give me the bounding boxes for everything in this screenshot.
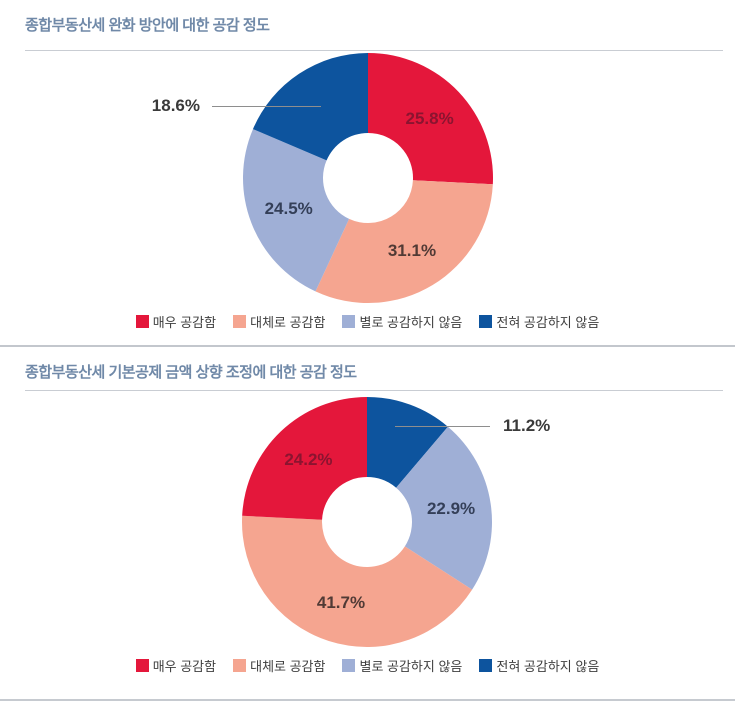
legend-item: 별로 공감하지 않음 bbox=[342, 312, 462, 331]
legend-swatch-icon bbox=[479, 659, 493, 672]
legend-swatch-icon bbox=[479, 315, 493, 328]
slice-value-label: 24.2% bbox=[284, 450, 333, 470]
donut-slice bbox=[315, 180, 493, 303]
leader-line bbox=[395, 426, 490, 427]
donut-slice bbox=[396, 426, 492, 590]
donut-slice bbox=[243, 129, 350, 292]
donut-slice bbox=[242, 515, 473, 647]
slice-value-label: 11.2% bbox=[503, 416, 551, 435]
legend-label: 매우 공감함 bbox=[152, 315, 217, 330]
chart-section-deduction-raise: 종합부동산세 기본공제 금액 상향 조정에 대한 공감 정도 11.2% 22.9… bbox=[0, 347, 735, 701]
legend-item: 매우 공감함 bbox=[135, 656, 217, 675]
legend-label: 대체로 공감함 bbox=[250, 659, 326, 674]
legend-swatch-icon bbox=[233, 659, 247, 672]
legend-swatch-icon bbox=[233, 315, 247, 328]
legend-swatch-icon bbox=[135, 659, 149, 672]
slice-value-label: 25.8% bbox=[405, 109, 454, 129]
slice-value-label: 31.1% bbox=[387, 240, 437, 260]
legend-label: 별로 공감하지 않음 bbox=[359, 659, 463, 674]
legend-label: 대체로 공감함 bbox=[250, 315, 326, 330]
donut-chart-ease-plan: 25.8% 31.1% 24.5% 18.6% bbox=[0, 0, 735, 345]
donut-svg bbox=[242, 397, 492, 647]
slice-value-label: 24.5% bbox=[264, 198, 313, 218]
legend-chart-2: 매우 공감함 대체로 공감함 별로 공감하지 않음 전혀 공감하지 않음 bbox=[0, 656, 735, 675]
legend-label: 전혀 공감하지 않음 bbox=[496, 659, 600, 674]
legend-swatch-icon bbox=[342, 659, 356, 672]
leader-line bbox=[212, 106, 321, 107]
donut-svg bbox=[243, 53, 493, 303]
chart-1-title: 종합부동산세 완화 방안에 대한 공감 정도 bbox=[25, 17, 270, 34]
legend-label: 전혀 공감하지 않음 bbox=[496, 315, 600, 330]
chart-section-ease-plan: 종합부동산세 완화 방안에 대한 공감 정도 25.8% 31.1% 24.5% 18… bbox=[0, 0, 735, 347]
title-underline bbox=[25, 390, 723, 391]
legend-item: 대체로 공감함 bbox=[233, 312, 325, 331]
slice-value-label: 22.9% bbox=[426, 499, 476, 519]
legend-item: 매우 공감함 bbox=[135, 312, 217, 331]
title-underline bbox=[25, 50, 723, 51]
donut-chart-deduction-raise: 11.2% 22.9% 41.7% 24.2% bbox=[0, 347, 735, 699]
legend-label: 별로 공감하지 않음 bbox=[359, 315, 463, 330]
legend-item: 대체로 공감함 bbox=[233, 656, 325, 675]
legend-swatch-icon bbox=[342, 315, 356, 328]
legend-chart-1: 매우 공감함 대체로 공감함 별로 공감하지 않음 전혀 공감하지 않음 bbox=[0, 312, 735, 331]
donut-slice bbox=[242, 397, 367, 520]
legend-item: 전혀 공감하지 않음 bbox=[479, 656, 599, 675]
slice-value-label: 41.7% bbox=[316, 592, 366, 612]
chart-2-title: 종합부동산세 기본공제 금액 상향 조정에 대한 공감 정도 bbox=[25, 364, 357, 381]
legend-swatch-icon bbox=[135, 315, 149, 328]
legend-item: 전혀 공감하지 않음 bbox=[479, 312, 599, 331]
donut-slice bbox=[367, 397, 448, 488]
legend-item: 별로 공감하지 않음 bbox=[342, 656, 462, 675]
legend-label: 매우 공감함 bbox=[152, 659, 217, 674]
slice-value-label: 18.6% bbox=[151, 96, 200, 115]
donut-slice bbox=[368, 53, 493, 185]
